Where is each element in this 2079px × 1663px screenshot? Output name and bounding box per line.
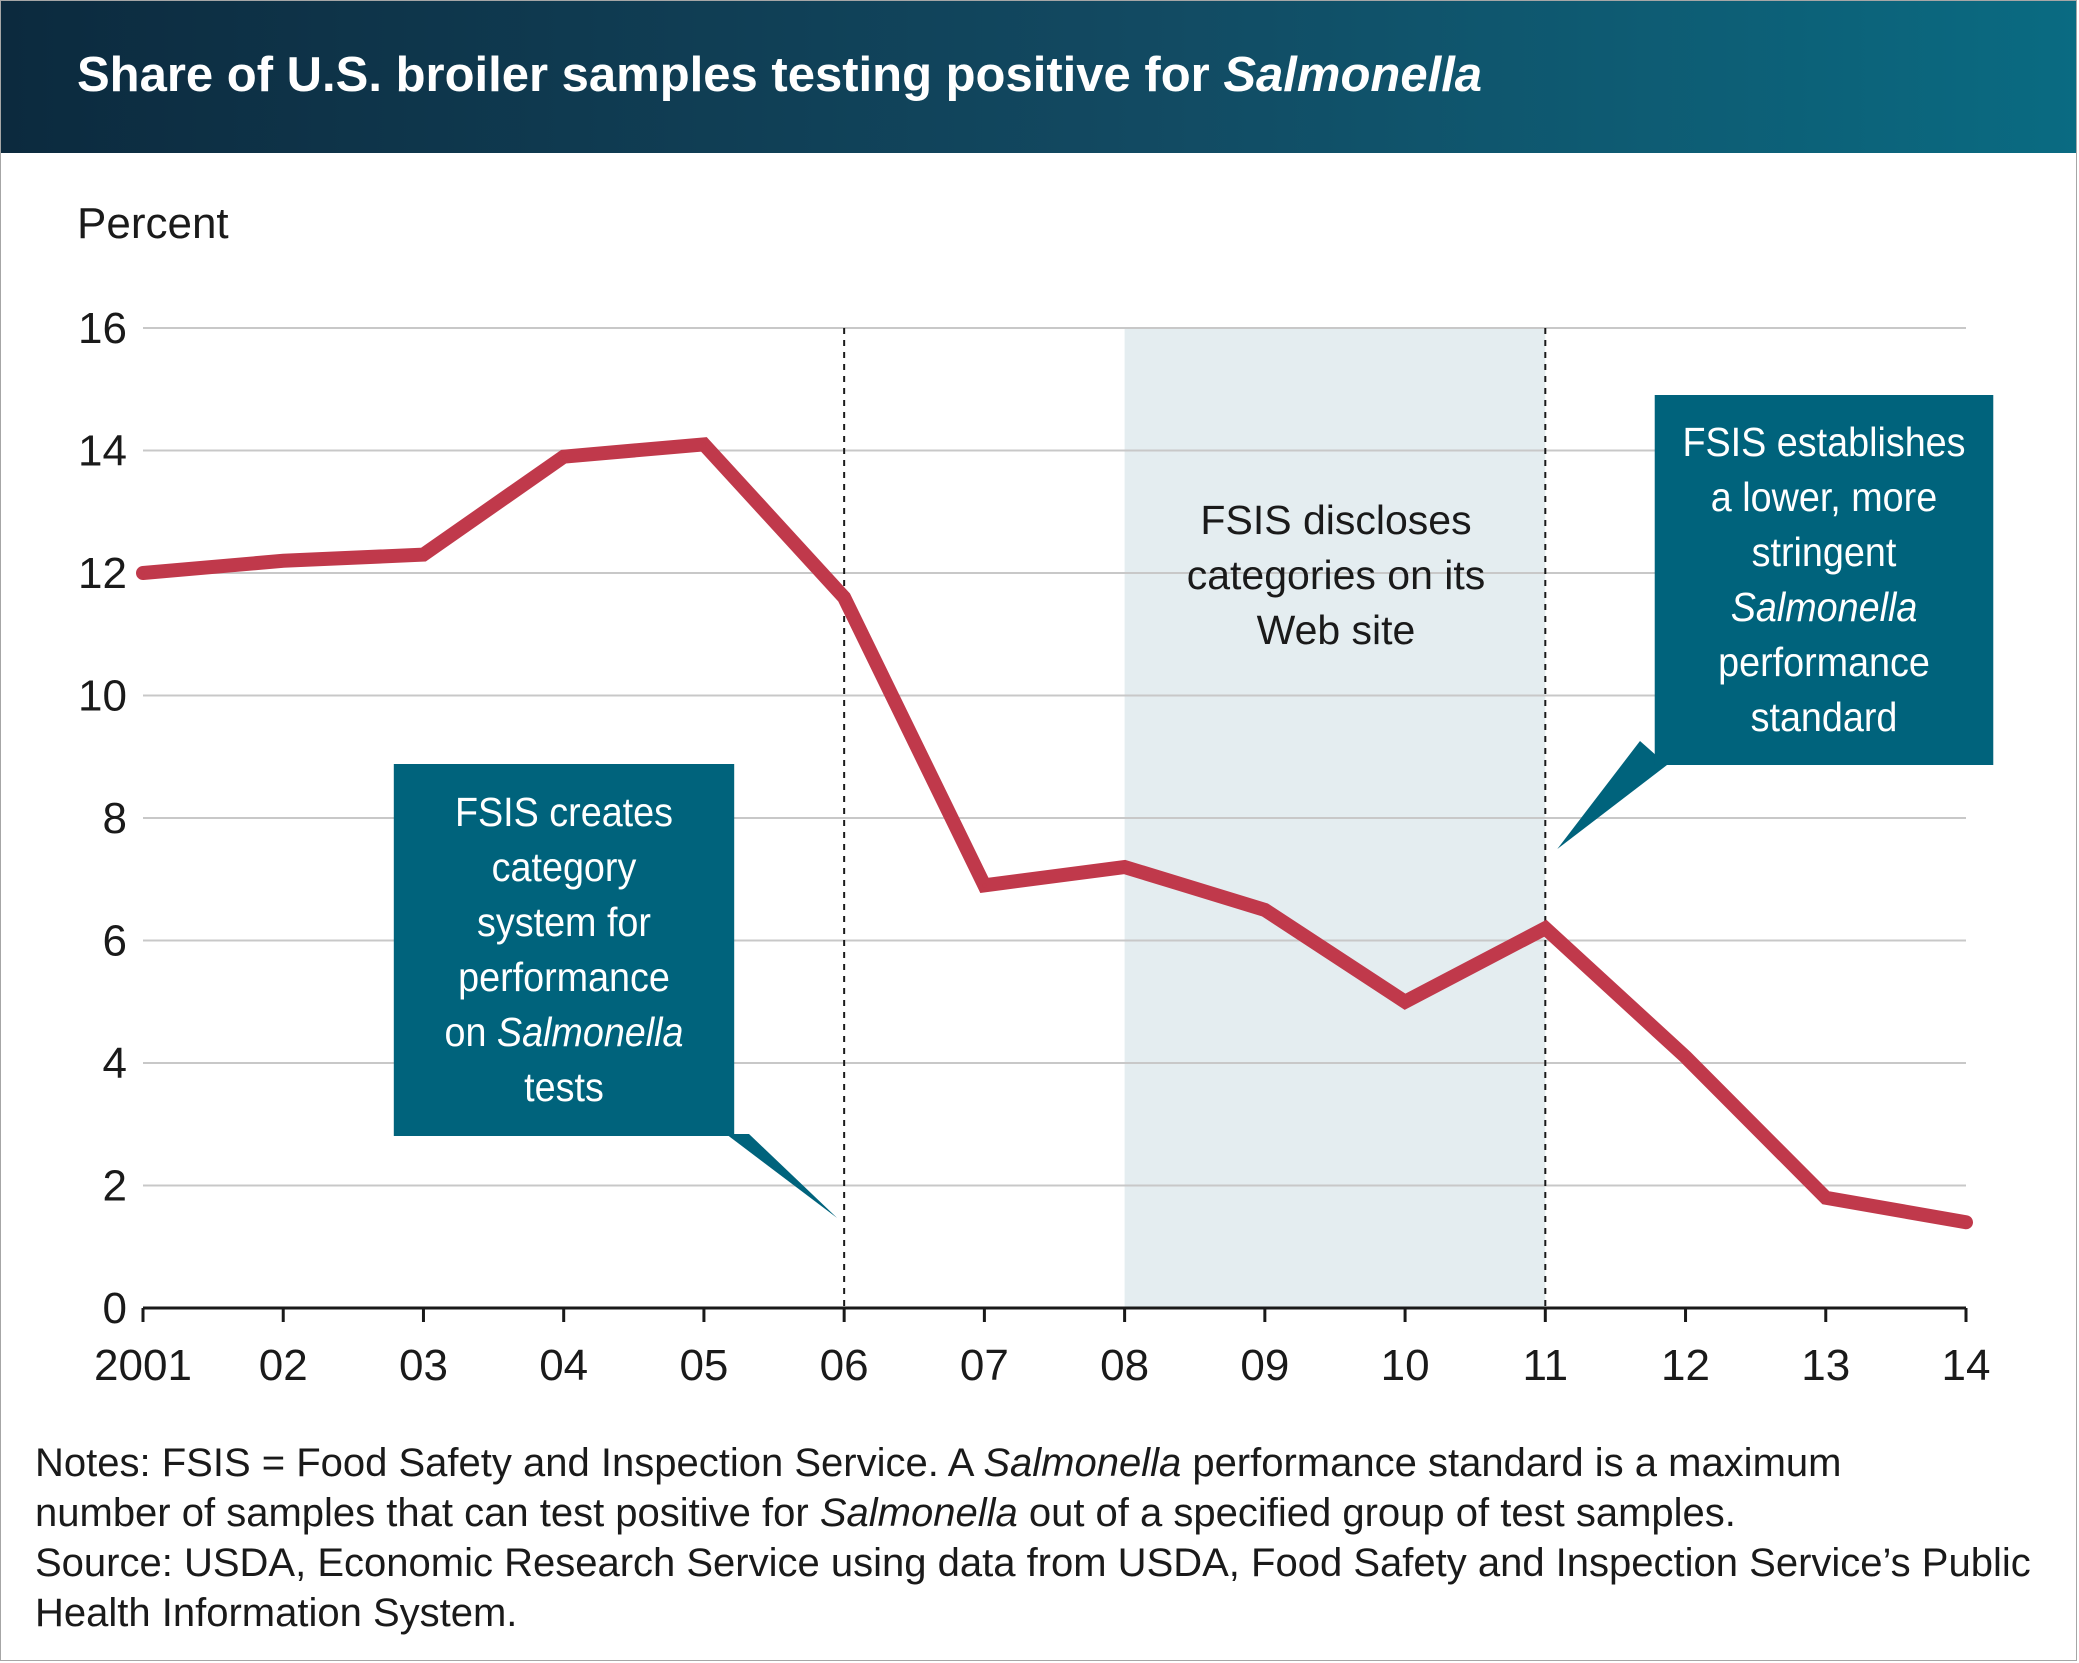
data-point: [1262, 907, 1267, 912]
annotation-line: system for: [477, 899, 651, 945]
chart-title: Share of U.S. broiler samples testing po…: [77, 47, 1482, 103]
annotation-line: categories on its: [1186, 552, 1486, 598]
notes-emphasis: Salmonella: [819, 1491, 1018, 1535]
chart-title-text: Share of U.S. broiler samples testing po…: [77, 48, 1224, 102]
data-point: [1403, 999, 1408, 1004]
data-point: [1823, 1195, 1828, 1200]
x-tick-label: 09: [1240, 1341, 1289, 1390]
data-point: [421, 552, 426, 557]
y-tick-label: 2: [103, 1162, 127, 1211]
y-tick-label: 6: [103, 917, 127, 966]
x-tick-label: 08: [1100, 1341, 1149, 1390]
x-tick-label: 03: [399, 1341, 448, 1390]
x-tick-label: 02: [259, 1341, 308, 1390]
y-tick-label: 0: [103, 1284, 127, 1333]
annotation-line: performance: [458, 954, 670, 1000]
annotation-line: FSIS establishes: [1682, 419, 1966, 465]
x-tick-label: 13: [1801, 1341, 1850, 1390]
y-tick-label: 14: [78, 427, 127, 476]
annotation-category-system: FSIS creates category system for perform…: [393, 764, 735, 1136]
annotation-line: FSIS creates: [454, 789, 674, 835]
x-tick-label: 12: [1661, 1341, 1710, 1390]
annotation-line: standard: [1750, 694, 1898, 740]
y-tick-label: 12: [78, 549, 127, 598]
notes-text: out of a specified group of test samples…: [1017, 1491, 1736, 1535]
y-tick-label: 16: [78, 304, 127, 353]
y-tick-label: 10: [78, 672, 127, 721]
y-tick-label: 4: [103, 1039, 127, 1088]
data-point: [141, 571, 145, 575]
annotation-prefix: on: [444, 1009, 497, 1055]
notes-text: number of samples that can test positive…: [35, 1491, 820, 1535]
notes-emphasis: Salmonella: [983, 1441, 1182, 1485]
annotation-line: stringent: [1751, 529, 1897, 575]
source-line: Source: USDA, Economic Research Service …: [35, 1541, 2031, 1635]
data-point: [1122, 865, 1127, 869]
data-point: [1543, 926, 1548, 931]
callout-pointer: [726, 1134, 838, 1218]
data-point: [982, 883, 987, 888]
data-line: [136, 437, 1973, 1230]
notes-line: number of samples that can test positive…: [35, 1488, 2045, 1538]
x-tick-label: 04: [539, 1341, 588, 1390]
annotation-line: tests: [524, 1064, 604, 1110]
chart-title-emphasis: Salmonella: [1223, 48, 1483, 102]
title-banner: Share of U.S. broiler samples testing po…: [1, 1, 2076, 153]
x-tick-label: 2001: [94, 1341, 192, 1390]
x-tick-label: 11: [1522, 1341, 1568, 1390]
x-tick-label: 06: [820, 1341, 869, 1390]
annotation-line: category: [491, 844, 637, 890]
notes-text: Notes: FSIS = Food Safety and Inspection…: [35, 1441, 984, 1485]
data-point: [561, 454, 566, 459]
notes-line: Notes: FSIS = Food Safety and Inspection…: [35, 1438, 2045, 1488]
y-axis-label: Percent: [77, 199, 229, 248]
x-tick-label: 05: [679, 1341, 728, 1390]
annotation-line: a lower, more: [1710, 474, 1938, 520]
data-point: [1683, 1054, 1688, 1059]
notes-text: performance standard is a maximum: [1181, 1441, 1842, 1485]
annotation-performance-standard: FSIS establishes a lower, more stringent…: [1654, 395, 1994, 765]
annotation-line: on Salmonella: [394, 1005, 734, 1060]
annotation-line: performance: [1718, 639, 1930, 685]
x-tick-label: 10: [1381, 1341, 1430, 1390]
data-point: [281, 558, 286, 563]
annotation-emphasis: Salmonella: [496, 1009, 684, 1055]
x-tick-label: 07: [960, 1341, 1009, 1390]
annotation-line: FSIS discloses: [1200, 497, 1472, 543]
annotation-line: Web site: [1256, 607, 1416, 653]
annotation-line: Salmonella: [1655, 580, 1994, 635]
data-point: [842, 595, 847, 600]
data-point: [701, 442, 706, 447]
callout-pointer: [1557, 741, 1667, 849]
annotation-disclosure-period: FSIS discloses categories on its Web sit…: [1126, 493, 1546, 658]
annotation-emphasis: Salmonella: [1730, 584, 1918, 630]
chart-notes: Notes: FSIS = Food Safety and Inspection…: [35, 1438, 2045, 1638]
data-point: [1964, 1220, 1968, 1225]
x-tick-label: 14: [1942, 1341, 1991, 1390]
y-tick-label: 8: [103, 794, 127, 843]
